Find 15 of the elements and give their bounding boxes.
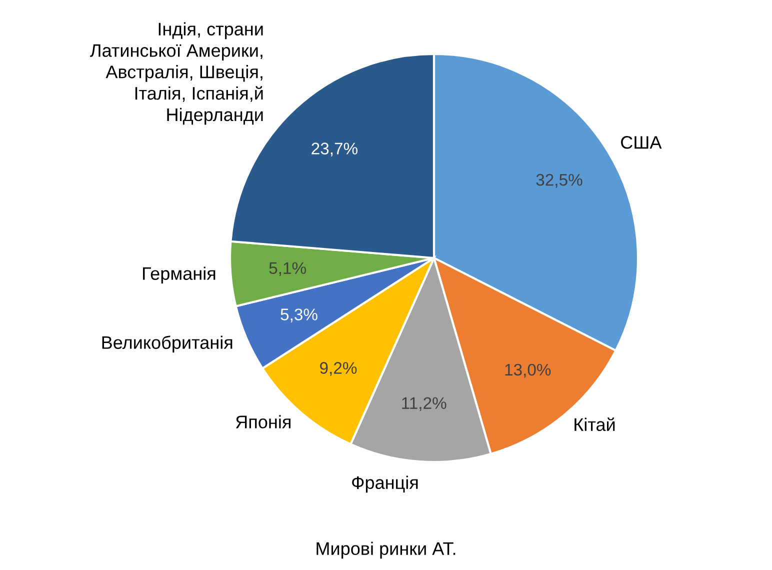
slice-label: Японія [236, 415, 290, 428]
slice-label: Індія, страни Латинської Америки, Австралія, Швеція, Італія, Іспанія,й Нідерланди [90, 22, 263, 125]
text: Мирові ринки АТ. [316, 542, 456, 559]
data-label: 5,1% [269, 262, 306, 276]
data-label: 23,7% [312, 142, 358, 156]
slice-label: Германія [143, 266, 216, 284]
data-label: 11,2% [402, 397, 446, 411]
data-label: 5,3% [280, 308, 318, 322]
slice-label: Франція [352, 476, 418, 493]
data-label: 32,5% [536, 174, 582, 188]
slice-label: Кітай [574, 417, 615, 432]
data-label: 9,2% [320, 362, 357, 376]
data-label: 13,0% [505, 364, 551, 378]
slice-label: США [621, 136, 662, 149]
slice-label: Великобританія [102, 336, 232, 353]
